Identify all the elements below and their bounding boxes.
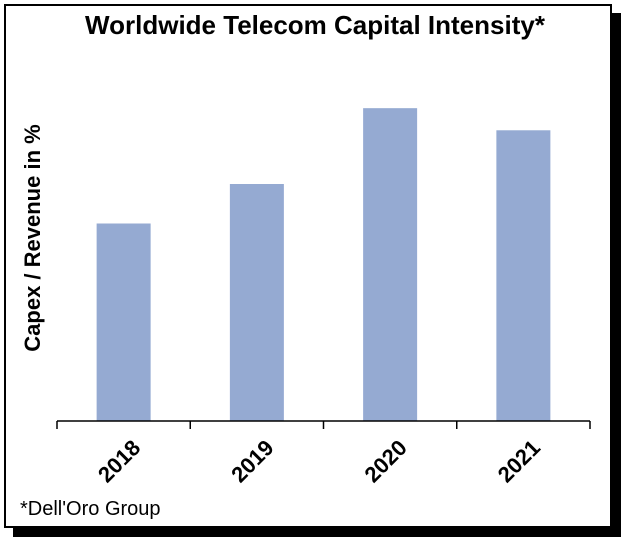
bar-2020 [363, 108, 418, 421]
bar-2021 [496, 130, 551, 421]
x-axis [56, 420, 591, 429]
chart-title: Worldwide Telecom Capital Intensity* [85, 10, 545, 40]
x-tick-label-2018: 2018 [93, 435, 145, 487]
x-tick-label-2021: 2021 [493, 435, 545, 487]
x-tick-label-2019: 2019 [226, 435, 278, 487]
x-tick-label-2020: 2020 [359, 435, 411, 487]
bar-2019 [229, 184, 284, 421]
bar-2018 [96, 223, 151, 421]
x-tick-labels: 2018 2019 2020 2021 [93, 435, 545, 487]
source-footnote: *Dell'Oro Group [20, 498, 161, 520]
bars-group [96, 108, 551, 421]
